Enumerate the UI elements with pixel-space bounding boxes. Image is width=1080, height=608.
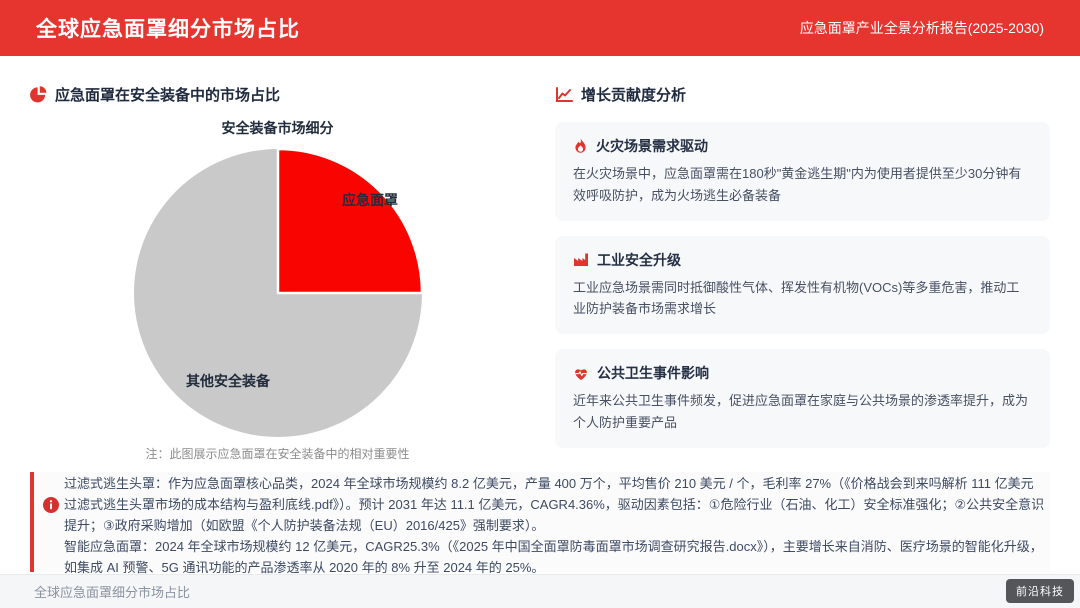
pie-label-emergency: 应急面罩 bbox=[342, 192, 398, 208]
info-icon bbox=[43, 497, 59, 513]
card-title: 火灾场景需求驱动 bbox=[596, 138, 708, 154]
pie-chart-icon bbox=[30, 86, 47, 103]
growth-card-fire: 火灾场景需求驱动 在火灾场景中，应急面罩需在180秒"黄金逃生期"内为使用者提供… bbox=[555, 122, 1050, 221]
info-block: 过滤式逃生头罩：作为应急面罩核心品类，2024 年全球市场规模约 8.2 亿美元… bbox=[30, 472, 1050, 575]
pie-label-other: 其他安全装备 bbox=[186, 373, 271, 389]
card-body: 在火灾场景中，应急面罩需在180秒"黄金逃生期"内为使用者提供至少30分钟有效呼… bbox=[573, 166, 1022, 203]
growth-section-title-row: 增长贡献度分析 bbox=[555, 84, 1050, 105]
footer-title: 全球应急面罩细分市场占比 bbox=[34, 585, 191, 600]
growth-section: 增长贡献度分析 火灾场景需求驱动 在火灾场景中，应急面罩需在180秒"黄金逃生期… bbox=[555, 84, 1050, 463]
growth-section-title: 增长贡献度分析 bbox=[581, 87, 687, 104]
pie-section-title-row: 应急面罩在安全装备中的市场占比 bbox=[30, 84, 525, 105]
growth-cards: 火灾场景需求驱动 在火灾场景中，应急面罩需在180秒"黄金逃生期"内为使用者提供… bbox=[555, 122, 1050, 448]
pie-section: 应急面罩在安全装备中的市场占比 安全装备市场细分 应急面罩 其他安全装备 注：此… bbox=[30, 84, 525, 462]
pie-note: 注：此图展示应急面罩在安全装备中的相对重要性 bbox=[145, 447, 410, 461]
report-subtitle: 应急面罩产业全景分析报告(2025-2030) bbox=[799, 20, 1044, 36]
brand-badge: 前沿科技 bbox=[1006, 579, 1074, 603]
page-title: 全球应急面罩细分市场占比 bbox=[36, 18, 300, 41]
pie-chart: 应急面罩 其他安全装备 bbox=[30, 147, 525, 439]
heart-pulse-icon bbox=[575, 369, 587, 380]
info-paragraph: 智能应急面罩：2024 年全球市场规模约 12 亿美元，CAGR25.3%（《2… bbox=[64, 539, 1043, 575]
info-paragraph: 过滤式逃生头罩：作为应急面罩核心品类，2024 年全球市场规模约 8.2 亿美元… bbox=[64, 476, 1045, 533]
pie-chart-svg: 应急面罩 其他安全装备 bbox=[133, 147, 423, 437]
card-title: 公共卫生事件影响 bbox=[597, 365, 709, 382]
factory-icon bbox=[574, 253, 588, 267]
card-body: 近年来公共卫生事件频发，促进应急面罩在家庭与公共场景的渗透率提升，成为个人防护重… bbox=[573, 393, 1029, 431]
header-bar: 全球应急面罩细分市场占比 应急面罩产业全景分析报告(2025-2030) bbox=[0, 0, 1080, 56]
growth-card-health: 公共卫生事件影响 近年来公共卫生事件频发，促进应急面罩在家庭与公共场景的渗透率提… bbox=[555, 349, 1050, 448]
card-title: 工业安全升级 bbox=[597, 251, 681, 268]
chart-title: 安全装备市场细分 bbox=[221, 120, 334, 136]
pie-slice-emergency bbox=[276, 147, 423, 295]
growth-card-industry: 工业安全升级 工业应急场景需同时抵御酸性气体、挥发性有机物(VOCs)等多重危害… bbox=[555, 235, 1050, 335]
card-body: 工业应急场景需同时抵御酸性气体、挥发性有机物(VOCs)等多重危害，推动工业防护… bbox=[573, 279, 1020, 317]
trend-chart-icon bbox=[556, 86, 573, 102]
footer-bar: 全球应急面罩细分市场占比 10 bbox=[0, 574, 1080, 608]
flame-icon bbox=[575, 138, 586, 153]
pie-section-title: 应急面罩在安全装备中的市场占比 bbox=[55, 87, 281, 104]
